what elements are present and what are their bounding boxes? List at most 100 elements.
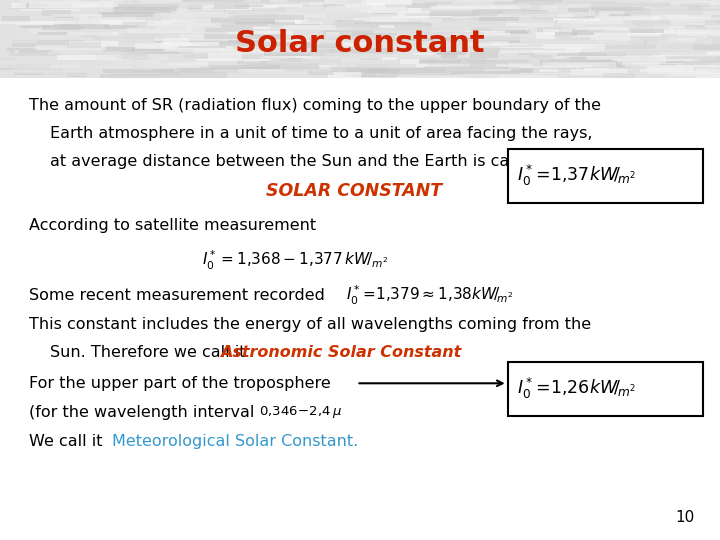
FancyBboxPatch shape xyxy=(508,3,572,8)
FancyBboxPatch shape xyxy=(311,53,377,59)
Text: Earth atmosphere in a unit of time to a unit of area facing the rays,: Earth atmosphere in a unit of time to a … xyxy=(50,126,593,141)
FancyBboxPatch shape xyxy=(260,21,320,25)
FancyBboxPatch shape xyxy=(647,40,701,46)
FancyBboxPatch shape xyxy=(416,42,474,47)
FancyBboxPatch shape xyxy=(61,0,124,2)
FancyBboxPatch shape xyxy=(120,14,162,21)
FancyBboxPatch shape xyxy=(660,52,720,55)
FancyBboxPatch shape xyxy=(176,9,224,15)
FancyBboxPatch shape xyxy=(275,18,308,22)
FancyBboxPatch shape xyxy=(67,43,101,48)
FancyBboxPatch shape xyxy=(685,22,720,28)
FancyBboxPatch shape xyxy=(473,6,527,10)
FancyBboxPatch shape xyxy=(693,30,720,31)
FancyBboxPatch shape xyxy=(246,63,319,69)
FancyBboxPatch shape xyxy=(591,7,645,11)
FancyBboxPatch shape xyxy=(637,37,666,40)
FancyBboxPatch shape xyxy=(78,14,138,20)
FancyBboxPatch shape xyxy=(680,3,712,7)
FancyBboxPatch shape xyxy=(301,18,323,23)
FancyBboxPatch shape xyxy=(580,1,617,3)
FancyBboxPatch shape xyxy=(253,8,285,12)
FancyBboxPatch shape xyxy=(588,55,639,60)
FancyBboxPatch shape xyxy=(42,70,66,76)
FancyBboxPatch shape xyxy=(353,18,399,21)
FancyBboxPatch shape xyxy=(194,3,276,5)
FancyBboxPatch shape xyxy=(555,31,595,35)
FancyBboxPatch shape xyxy=(329,49,397,53)
FancyBboxPatch shape xyxy=(370,16,407,22)
FancyBboxPatch shape xyxy=(178,46,226,48)
FancyBboxPatch shape xyxy=(447,70,510,72)
FancyBboxPatch shape xyxy=(168,19,238,22)
FancyBboxPatch shape xyxy=(699,59,720,63)
FancyBboxPatch shape xyxy=(624,32,703,37)
FancyBboxPatch shape xyxy=(540,59,618,65)
FancyBboxPatch shape xyxy=(544,73,560,76)
FancyBboxPatch shape xyxy=(395,28,464,33)
FancyBboxPatch shape xyxy=(694,44,711,46)
FancyBboxPatch shape xyxy=(163,38,189,45)
FancyBboxPatch shape xyxy=(123,8,177,11)
FancyBboxPatch shape xyxy=(462,43,528,45)
FancyBboxPatch shape xyxy=(55,16,74,18)
FancyBboxPatch shape xyxy=(296,7,372,10)
FancyBboxPatch shape xyxy=(703,11,720,15)
Text: Sun. Therefore we call it: Sun. Therefore we call it xyxy=(50,346,251,361)
FancyBboxPatch shape xyxy=(102,54,168,59)
FancyBboxPatch shape xyxy=(694,67,720,71)
FancyBboxPatch shape xyxy=(19,50,53,53)
FancyBboxPatch shape xyxy=(557,37,609,40)
FancyBboxPatch shape xyxy=(572,36,595,38)
FancyBboxPatch shape xyxy=(127,28,204,33)
FancyBboxPatch shape xyxy=(323,30,373,35)
FancyBboxPatch shape xyxy=(235,16,305,20)
FancyBboxPatch shape xyxy=(51,14,102,17)
FancyBboxPatch shape xyxy=(557,19,585,23)
FancyBboxPatch shape xyxy=(264,38,310,42)
FancyBboxPatch shape xyxy=(703,67,720,69)
FancyBboxPatch shape xyxy=(508,66,564,69)
FancyBboxPatch shape xyxy=(238,58,309,63)
FancyBboxPatch shape xyxy=(581,4,658,10)
FancyBboxPatch shape xyxy=(333,21,359,27)
FancyBboxPatch shape xyxy=(207,62,269,67)
FancyBboxPatch shape xyxy=(14,50,80,52)
FancyBboxPatch shape xyxy=(631,42,704,45)
FancyBboxPatch shape xyxy=(473,12,506,15)
FancyBboxPatch shape xyxy=(229,7,253,14)
FancyBboxPatch shape xyxy=(229,11,289,17)
FancyBboxPatch shape xyxy=(9,51,63,56)
FancyBboxPatch shape xyxy=(666,57,720,59)
FancyBboxPatch shape xyxy=(633,21,685,24)
FancyBboxPatch shape xyxy=(593,62,632,68)
FancyBboxPatch shape xyxy=(201,58,270,62)
FancyBboxPatch shape xyxy=(495,59,547,62)
FancyBboxPatch shape xyxy=(0,0,720,78)
FancyBboxPatch shape xyxy=(671,20,716,24)
FancyBboxPatch shape xyxy=(215,3,249,9)
FancyBboxPatch shape xyxy=(610,14,631,17)
FancyBboxPatch shape xyxy=(663,69,692,71)
FancyBboxPatch shape xyxy=(498,4,569,6)
FancyBboxPatch shape xyxy=(137,25,184,31)
FancyBboxPatch shape xyxy=(297,57,320,60)
FancyBboxPatch shape xyxy=(498,30,530,33)
FancyBboxPatch shape xyxy=(654,25,697,30)
FancyBboxPatch shape xyxy=(68,0,119,3)
FancyBboxPatch shape xyxy=(580,66,613,68)
FancyBboxPatch shape xyxy=(688,14,720,17)
FancyBboxPatch shape xyxy=(11,3,27,8)
FancyBboxPatch shape xyxy=(215,57,232,60)
FancyBboxPatch shape xyxy=(556,24,634,28)
FancyBboxPatch shape xyxy=(79,40,153,44)
FancyBboxPatch shape xyxy=(626,65,697,68)
FancyBboxPatch shape xyxy=(338,3,413,6)
FancyBboxPatch shape xyxy=(304,43,367,46)
FancyBboxPatch shape xyxy=(29,2,114,8)
FancyBboxPatch shape xyxy=(372,69,446,73)
FancyBboxPatch shape xyxy=(327,6,405,12)
FancyBboxPatch shape xyxy=(312,65,328,72)
FancyBboxPatch shape xyxy=(479,17,519,22)
FancyBboxPatch shape xyxy=(186,23,222,28)
